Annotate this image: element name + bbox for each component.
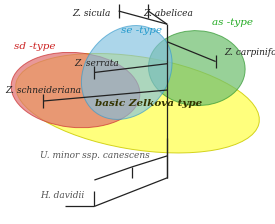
Ellipse shape [11,52,140,128]
Text: Z. sicula: Z. sicula [72,9,111,18]
Text: as -type: as -type [212,18,253,27]
Text: Z. serrata: Z. serrata [75,59,119,68]
Text: basic Zelkova type: basic Zelkova type [95,99,202,108]
Text: Z. carpinifolia: Z. carpinifolia [224,48,275,57]
Ellipse shape [16,54,259,153]
Text: H. davidii: H. davidii [40,191,85,200]
Text: Z. abelicea: Z. abelicea [143,9,193,18]
Text: sd -type: sd -type [13,42,55,51]
Text: Z. schneideriana: Z. schneideriana [6,86,81,95]
Ellipse shape [148,31,245,106]
Text: se -type: se -type [121,26,162,35]
Text: U. minor ssp. canescens: U. minor ssp. canescens [40,151,150,160]
Ellipse shape [81,26,172,119]
